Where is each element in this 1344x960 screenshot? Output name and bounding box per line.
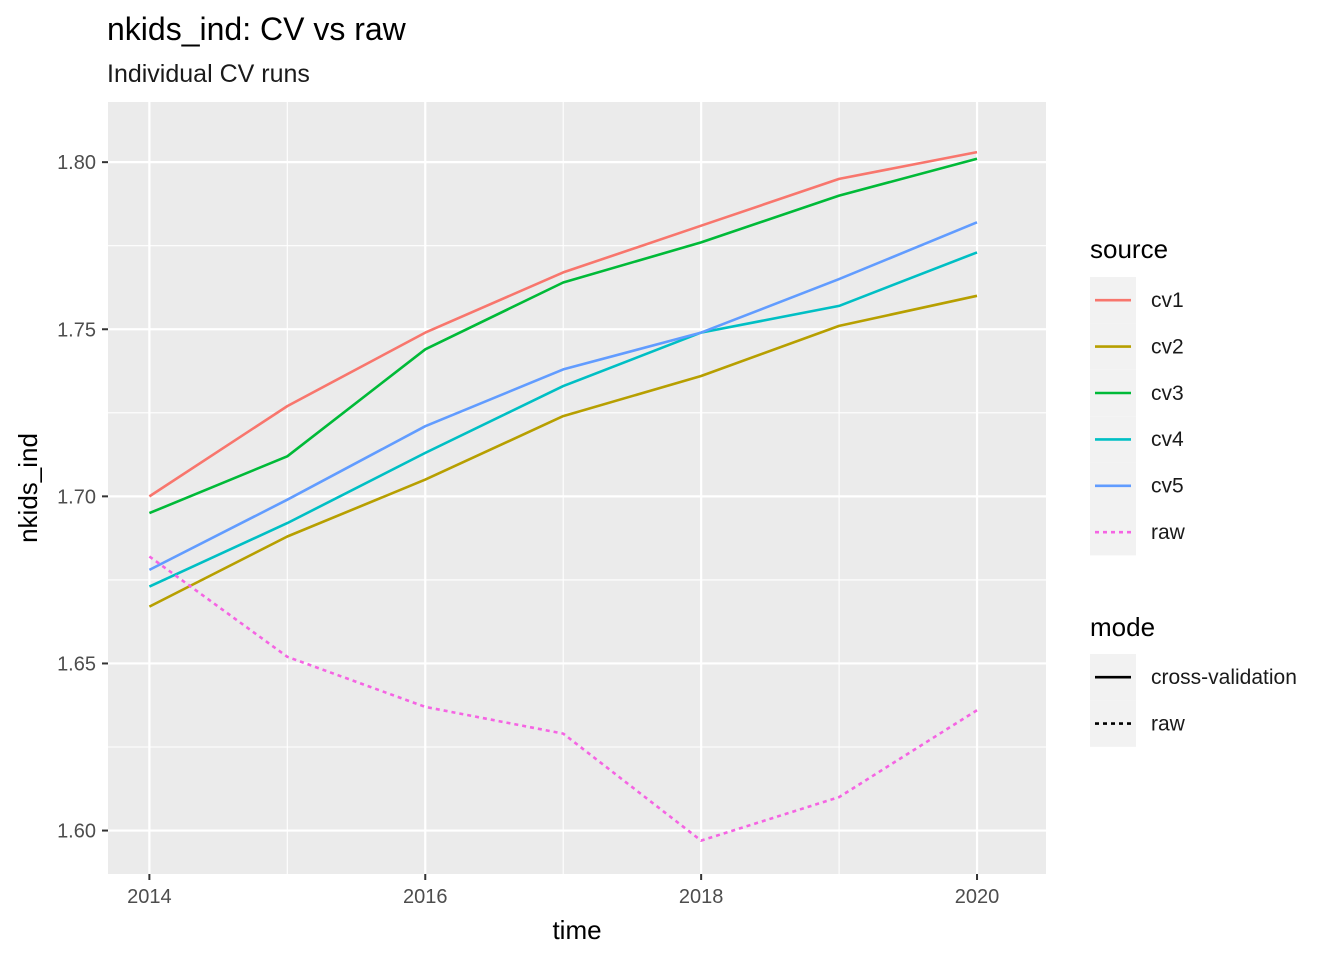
y-tick-label: 1.65 bbox=[57, 653, 96, 675]
legend-label-cv2: cv2 bbox=[1151, 335, 1184, 358]
y-axis-title: nkids_ind bbox=[13, 433, 43, 543]
legend-source-title: source bbox=[1090, 234, 1168, 264]
series-line-cv2 bbox=[148, 294, 978, 608]
legend-label-mode-raw: raw bbox=[1151, 712, 1186, 735]
series-lines bbox=[148, 150, 978, 842]
chart-title: nkids_ind: CV vs raw bbox=[107, 11, 407, 47]
x-tick-label: 2016 bbox=[403, 886, 448, 908]
chart-subtitle: Individual CV runs bbox=[107, 60, 310, 88]
series-line-raw bbox=[148, 555, 978, 842]
legend-label-cv1: cv1 bbox=[1151, 289, 1184, 312]
legend-label-cv4: cv4 bbox=[1151, 428, 1184, 451]
legend-label-mode-cross-validation: cross-validation bbox=[1151, 666, 1297, 689]
major-gridlines bbox=[108, 102, 1046, 874]
series-line-cv3 bbox=[148, 157, 978, 515]
y-tick-label: 1.60 bbox=[57, 821, 96, 843]
legend-label-raw: raw bbox=[1151, 521, 1186, 544]
y-tick-label: 1.80 bbox=[57, 152, 96, 174]
legend-mode: mode cross-validation raw bbox=[1090, 612, 1297, 747]
x-axis: 2014 2016 2018 2020 bbox=[127, 874, 999, 908]
legend-label-cv3: cv3 bbox=[1151, 382, 1184, 405]
legend-source: source cv1 cv2 cv3 cv4 cv5 raw bbox=[1090, 234, 1186, 556]
y-axis: 1.60 1.65 1.70 1.75 1.80 bbox=[57, 152, 108, 843]
y-tick-label: 1.70 bbox=[57, 486, 96, 508]
x-tick-label: 2020 bbox=[955, 886, 1000, 908]
legend-mode-title: mode bbox=[1090, 612, 1155, 642]
x-tick-label: 2018 bbox=[679, 886, 724, 908]
series-line-cv4 bbox=[148, 251, 978, 588]
x-tick-label: 2014 bbox=[127, 886, 172, 908]
x-axis-title: time bbox=[552, 915, 601, 945]
series-line-cv5 bbox=[148, 221, 978, 572]
series-line-cv1 bbox=[148, 150, 978, 498]
plot-panel bbox=[108, 102, 1046, 874]
y-tick-label: 1.75 bbox=[57, 319, 96, 341]
legend-label-cv5: cv5 bbox=[1151, 475, 1184, 498]
